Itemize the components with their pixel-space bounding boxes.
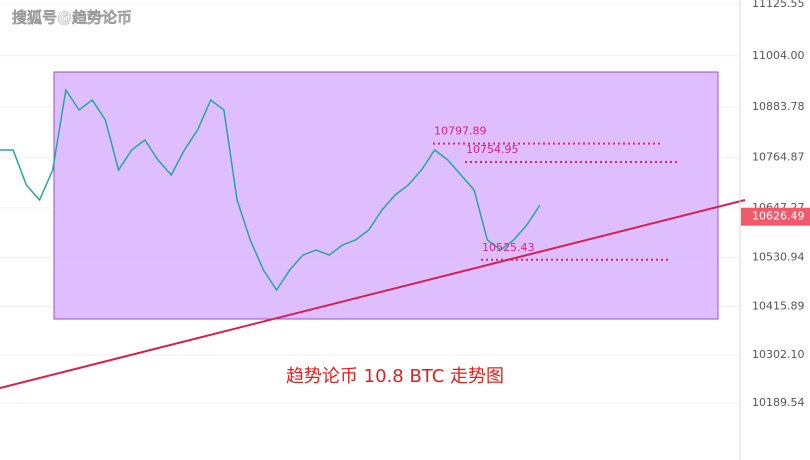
level-label: 10525.43 <box>482 241 535 254</box>
last-price-box <box>741 207 810 226</box>
y-tick-label: 10883.78 <box>752 100 805 113</box>
y-tick-label: 10189.54 <box>752 396 805 409</box>
level-label: 10797.89 <box>434 125 487 138</box>
chart-title: 趋势论币 10.8 BTC 走势图 <box>286 366 504 387</box>
y-tick-label: 10764.87 <box>752 151 805 164</box>
y-tick-label: 10530.94 <box>752 250 805 263</box>
trend-line <box>0 199 746 389</box>
y-tick-label: 10415.89 <box>752 300 805 313</box>
y-tick-label: 11004.00 <box>752 49 805 62</box>
range-box <box>53 71 719 320</box>
level-label: 10754.95 <box>466 143 519 156</box>
last-price-label: 10626.49 <box>752 210 805 223</box>
y-tick-label: 10302.10 <box>752 348 805 361</box>
price-line <box>0 87 541 292</box>
watermark: 搜狐号@趋势论币 <box>12 9 132 27</box>
plot: 10797.89 10754.95 10525.43 <box>0 87 678 292</box>
y-tick-label: 11125.55 <box>752 0 805 10</box>
